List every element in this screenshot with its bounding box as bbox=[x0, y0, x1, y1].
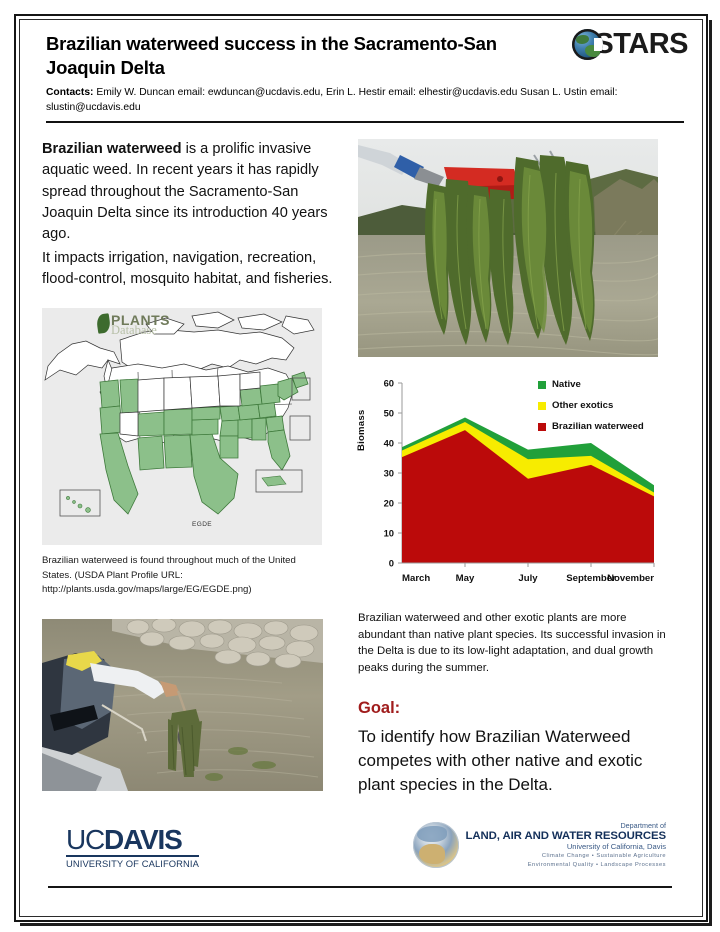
lawr-logo: Department of LAND, AIR AND WATER RESOUR… bbox=[412, 821, 667, 869]
right-column: Biomass 60 50 40 30 20 10 0 bbox=[356, 139, 680, 797]
legend-swatch-brazilian-waterweed bbox=[538, 422, 546, 431]
footer-divider bbox=[48, 886, 672, 888]
svg-text:July: July bbox=[518, 573, 538, 584]
map-svg bbox=[44, 311, 315, 517]
svg-text:March: March bbox=[402, 573, 430, 584]
poster-border-shadow-bottom bbox=[20, 923, 712, 926]
page-title: Brazilian waterweed success in the Sacra… bbox=[46, 33, 497, 78]
svg-text:September: September bbox=[566, 573, 616, 584]
legend-label-native: Native bbox=[552, 379, 581, 391]
ucdavis-logo-uc: UC bbox=[66, 824, 105, 855]
legend-label-brazilian-waterweed: Brazilian waterweed bbox=[552, 421, 644, 433]
stars-logo-text: STARS bbox=[594, 28, 688, 60]
intro-paragraph-1-rest: is a prolific invasive aquatic weed. In … bbox=[42, 141, 328, 243]
lawr-line2: LAND, AIR AND WATER RESOURCES bbox=[465, 830, 667, 843]
poster-border-inner bbox=[19, 19, 703, 917]
intro-text: Brazilian waterweed is a prolific invasi… bbox=[42, 139, 342, 290]
plants-watermark-line2: Database bbox=[111, 323, 157, 338]
intro-paragraph-1: Brazilian waterweed is a prolific invasi… bbox=[42, 139, 342, 245]
lawr-globe-icon bbox=[412, 822, 459, 869]
poster-border-outer bbox=[14, 14, 708, 922]
chart-legend: Native Other exotics Brazilian waterweed bbox=[538, 379, 644, 442]
lawr-line4: Climate Change • Sustainable Agriculture bbox=[541, 853, 666, 860]
plants-watermark-line1: PLANTS bbox=[111, 312, 170, 329]
svg-text:40: 40 bbox=[384, 438, 394, 449]
svg-text:10: 10 bbox=[384, 528, 394, 539]
contacts-line: Contacts: Emily W. Duncan email: ewdunca… bbox=[46, 86, 691, 115]
legend-swatch-native bbox=[538, 380, 546, 389]
poster-header: Brazilian waterweed success in the Sacra… bbox=[24, 24, 696, 127]
map-species-code: EGDE bbox=[192, 521, 213, 529]
goal-body: To identify how Brazilian Waterweed comp… bbox=[358, 726, 643, 794]
poster-footer: UCDAVIS UNIVERSITY OF CALIFORNIA Departm… bbox=[48, 820, 672, 888]
waterweed-rake-photo bbox=[358, 139, 658, 358]
goal-heading: Goal: bbox=[358, 698, 401, 717]
stars-logo: STARS bbox=[572, 28, 688, 61]
svg-text:0: 0 bbox=[389, 558, 394, 569]
legend-item-native: Native bbox=[538, 379, 644, 390]
left-column: Brazilian waterweed is a prolific invasi… bbox=[42, 139, 342, 797]
usa-distribution-map: PLANTS Database EGDE bbox=[42, 308, 322, 546]
legend-item-brazilian-waterweed: Brazilian waterweed bbox=[538, 421, 644, 432]
biomass-area-chart: Biomass 60 50 40 30 20 10 0 bbox=[356, 373, 680, 588]
lawr-line5: Environmental Quality • Landscape Proces… bbox=[527, 861, 666, 868]
intro-lead: Brazilian waterweed bbox=[42, 141, 182, 158]
ucdavis-logo: UCDAVIS UNIVERSITY OF CALIFORNIA bbox=[66, 826, 199, 869]
header-divider bbox=[46, 120, 684, 124]
legend-label-other-exotics: Other exotics bbox=[552, 400, 614, 412]
legend-swatch-other-exotics bbox=[538, 401, 546, 410]
svg-text:50: 50 bbox=[384, 408, 394, 419]
svg-text:30: 30 bbox=[384, 468, 394, 479]
contacts-label: Contacts: bbox=[46, 87, 94, 99]
svg-text:May: May bbox=[456, 573, 475, 584]
plants-database-watermark: PLANTS Database bbox=[95, 312, 170, 338]
lawr-line3: University of California, Davis bbox=[566, 841, 666, 851]
lawr-line1: Department of bbox=[620, 821, 666, 830]
svg-text:60: 60 bbox=[384, 378, 394, 389]
chart-caption: Brazilian waterweed and other exotic pla… bbox=[358, 612, 666, 674]
ucdavis-logo-davis: DAVIS bbox=[104, 824, 183, 855]
ucdavis-logo-subtitle: UNIVERSITY OF CALIFORNIA bbox=[66, 855, 199, 869]
field-sampling-photo bbox=[42, 619, 323, 792]
globe-icon bbox=[572, 29, 604, 60]
poster-body: Brazilian waterweed is a prolific invasi… bbox=[24, 127, 696, 797]
chart-svg: 60 50 40 30 20 10 0 bbox=[384, 378, 655, 584]
poster-content: Brazilian waterweed success in the Sacra… bbox=[24, 24, 696, 910]
legend-item-other-exotics: Other exotics bbox=[538, 400, 644, 411]
leaf-icon bbox=[95, 313, 112, 334]
svg-text:20: 20 bbox=[384, 498, 394, 509]
poster-border-shadow-right bbox=[709, 20, 712, 924]
map-caption: Brazilian waterweed is found throughout … bbox=[42, 555, 296, 595]
contacts-text: Emily W. Duncan email: ewduncan@ucdavis.… bbox=[46, 87, 618, 113]
intro-paragraph-2: It impacts irrigation, navigation, recre… bbox=[42, 249, 333, 287]
svg-text:November: November bbox=[607, 573, 654, 584]
